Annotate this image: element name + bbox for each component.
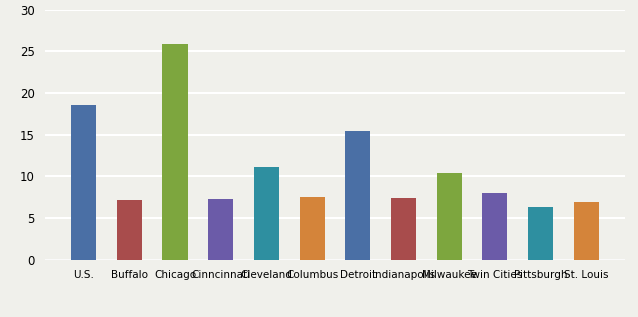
Bar [163, 44, 188, 260]
Bar [574, 202, 599, 260]
Bar [482, 193, 507, 260]
Bar [71, 105, 96, 260]
Bar [299, 197, 325, 260]
Bar [117, 200, 142, 260]
Bar [436, 173, 462, 260]
Bar [528, 206, 553, 260]
Bar [345, 131, 371, 260]
Bar [254, 167, 279, 260]
Bar [391, 198, 416, 260]
Bar [208, 199, 234, 260]
